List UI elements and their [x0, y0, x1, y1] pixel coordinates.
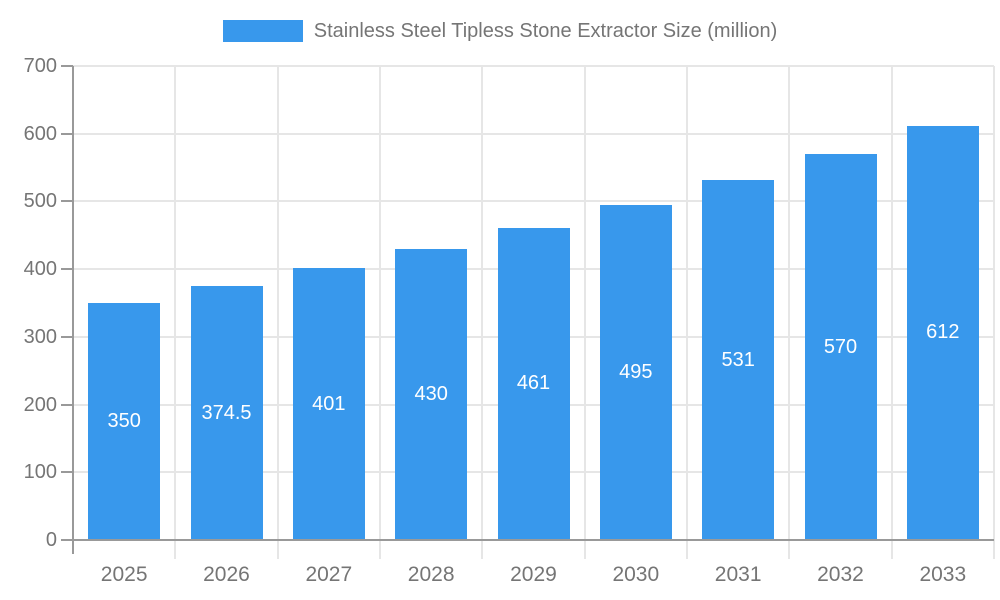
x-axis-tick-label: 2028	[407, 563, 455, 586]
bar-2033: 612	[906, 125, 979, 540]
legend: Stainless Steel Tipless Stone Extractor …	[0, 17, 1000, 45]
y-axis-tick-label: 700	[23, 55, 57, 77]
bar-value-label: 612	[926, 321, 960, 344]
gridline-vertical	[686, 66, 688, 559]
x-axis-tick-label: 2025	[100, 563, 148, 586]
y-axis-tick-label: 300	[23, 325, 57, 348]
y-axis-line	[72, 66, 74, 554]
y-tick-mark	[61, 335, 73, 338]
bar-2032: 570	[804, 154, 877, 540]
x-axis-tick-label: 2032	[817, 563, 864, 586]
gridline-vertical	[276, 66, 279, 559]
y-tick-mark	[61, 65, 73, 67]
x-axis-tick-label: 2029	[510, 563, 557, 586]
gridline-vertical	[993, 66, 995, 559]
gridline-horizontal	[73, 132, 994, 135]
x-axis-tick-label: 2027	[305, 563, 353, 586]
gridline-horizontal	[73, 200, 994, 203]
bar-2031: 531	[702, 180, 775, 540]
bar-2028: 430	[395, 248, 468, 540]
bar-value-label: 374.5	[201, 401, 252, 424]
bar-2027: 401	[292, 268, 365, 540]
x-axis-tick-label: 2031	[714, 563, 762, 586]
bar-value-label: 461	[516, 372, 551, 395]
bar-2025: 350	[88, 303, 161, 540]
bar-value-label: 495	[619, 360, 653, 383]
gridline-vertical	[481, 66, 484, 559]
bar-2030: 495	[599, 204, 672, 540]
bar-value-label: 430	[414, 382, 448, 405]
gridline-vertical	[379, 66, 381, 559]
legend-swatch	[222, 20, 303, 42]
bar-value-label: 350	[107, 410, 141, 432]
y-axis-tick-label: 100	[23, 461, 57, 484]
bar-value-label: 531	[721, 348, 755, 371]
y-tick-mark	[61, 471, 73, 474]
y-tick-mark	[61, 268, 73, 271]
x-axis-tick-label: 2033	[919, 563, 967, 586]
bar-2029: 461	[497, 227, 570, 540]
y-axis-tick-label: 600	[23, 122, 57, 145]
gridline-horizontal	[73, 65, 994, 67]
y-tick-mark	[61, 132, 73, 135]
y-axis-tick-label: 500	[23, 190, 57, 213]
gridline-vertical	[890, 66, 893, 559]
plot-area: 0 100 200 300 400 500 600 700 2025 350 2026 374.5 20…	[24, 55, 995, 586]
legend-label: Stainless Steel Tipless Stone Extractor …	[313, 20, 778, 42]
bar-value-label: 570	[823, 335, 858, 358]
gridline-vertical	[788, 66, 791, 559]
y-axis-tick-label: 0	[45, 529, 57, 551]
bar-2026: 374.5	[190, 286, 263, 540]
x-axis-tick-label: 2026	[203, 563, 250, 586]
bar-value-label: 401	[312, 392, 346, 415]
gridline-vertical	[583, 66, 586, 559]
x-axis-tick-label: 2030	[612, 563, 660, 586]
y-tick-mark	[61, 200, 73, 203]
y-axis-tick-label: 200	[23, 393, 57, 416]
y-tick-mark	[61, 539, 73, 541]
y-tick-mark	[61, 403, 73, 406]
gridline-vertical	[174, 66, 177, 559]
x-axis-line	[73, 539, 994, 541]
y-axis-tick-label: 400	[23, 258, 57, 281]
